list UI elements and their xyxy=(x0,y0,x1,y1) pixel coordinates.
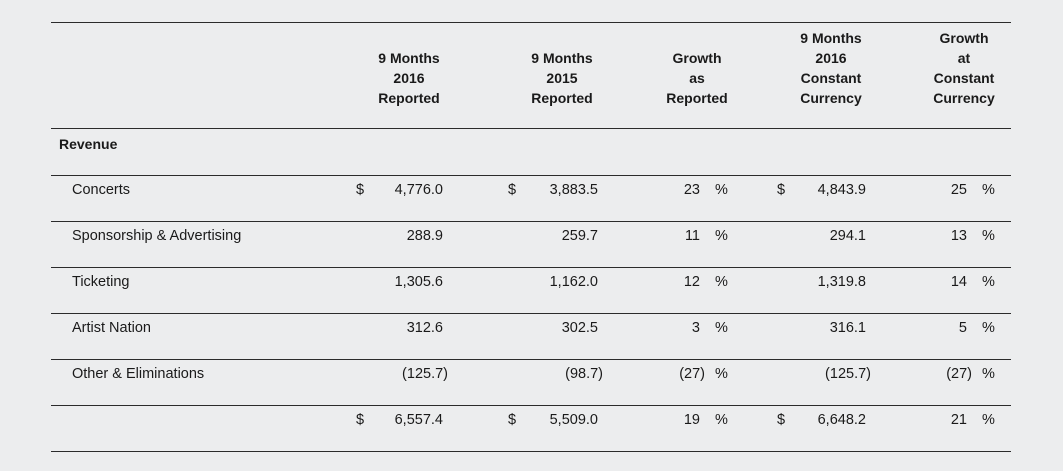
cell-reported-2015: 3,883.5 xyxy=(549,182,598,198)
percent-symbol: % xyxy=(715,366,728,382)
row-rule xyxy=(51,405,1011,406)
cell-growth-reported: 12 xyxy=(683,274,700,290)
cell-growth-constant-currency: 14 xyxy=(950,274,967,290)
cell-reported-2016: 288.9 xyxy=(406,228,443,244)
percent-symbol: % xyxy=(982,366,995,382)
cell-growth-reported: 11 xyxy=(684,228,700,244)
column-header-9m-2016-constant-currency: 9 Months 2016 Constant Currency xyxy=(800,30,862,106)
cell-growth-reported: 3 xyxy=(691,320,700,336)
cell-constant-currency-2016: (125.7) xyxy=(825,366,871,382)
section-label-revenue: Revenue xyxy=(59,136,118,152)
row-rule xyxy=(51,359,1011,360)
currency-symbol: $ xyxy=(356,182,365,198)
column-header-9m-2016-reported: 9 Months 2016 Reported xyxy=(378,50,440,106)
row-rule xyxy=(51,267,1011,268)
cell-constant-currency-2016: 4,843.9 xyxy=(817,182,866,198)
cell-reported-2016: (125.7) xyxy=(402,366,448,382)
cell-growth-reported: 23 xyxy=(683,182,700,198)
cell-reported-2016: 1,305.6 xyxy=(394,274,443,290)
bottom-rule xyxy=(51,451,1011,452)
percent-symbol: % xyxy=(715,412,728,428)
percent-symbol: % xyxy=(982,228,995,244)
currency-symbol: $ xyxy=(508,182,517,198)
cell-reported-2016: 312.6 xyxy=(406,320,443,336)
cell-reported-2016: 4,776.0 xyxy=(394,182,443,198)
currency-symbol: $ xyxy=(777,182,786,198)
row-rule xyxy=(51,175,1011,176)
percent-symbol: % xyxy=(715,320,728,336)
cell-reported-2015: 5,509.0 xyxy=(549,412,598,428)
cell-growth-constant-currency: 13 xyxy=(950,228,967,244)
row-rule xyxy=(51,313,1011,314)
percent-symbol: % xyxy=(982,412,995,428)
column-header-9m-2015-reported: 9 Months 2015 Reported xyxy=(531,50,593,106)
cell-reported-2015: 302.5 xyxy=(561,320,598,336)
currency-symbol: $ xyxy=(777,412,786,428)
row-label: Concerts xyxy=(72,182,131,198)
cell-constant-currency-2016: 316.1 xyxy=(829,320,866,336)
percent-symbol: % xyxy=(982,274,995,290)
cell-growth-constant-currency: 21 xyxy=(950,412,967,428)
percent-symbol: % xyxy=(715,228,728,244)
header-rule xyxy=(51,128,1011,129)
cell-growth-constant-currency: 25 xyxy=(950,182,967,198)
cell-constant-currency-2016: 1,319.8 xyxy=(817,274,866,290)
cell-reported-2015: (98.7) xyxy=(565,366,603,382)
column-header-growth-reported: Growth as Reported xyxy=(666,50,728,106)
cell-reported-2015: 1,162.0 xyxy=(549,274,598,290)
column-header-growth-constant-currency: Growth at Constant Currency xyxy=(933,30,995,106)
row-label: Other & Eliminations xyxy=(72,366,205,382)
cell-reported-2015: 259.7 xyxy=(561,228,598,244)
cell-growth-constant-currency: (27) xyxy=(946,366,972,382)
percent-symbol: % xyxy=(715,182,728,198)
percent-symbol: % xyxy=(982,182,995,198)
row-rule xyxy=(51,221,1011,222)
cell-constant-currency-2016: 6,648.2 xyxy=(817,412,866,428)
row-label: Artist Nation xyxy=(72,320,151,336)
cell-growth-reported: (27) xyxy=(679,366,705,382)
row-label: Ticketing xyxy=(72,274,130,290)
cell-growth-reported: 19 xyxy=(683,412,700,428)
cell-constant-currency-2016: 294.1 xyxy=(829,228,866,244)
currency-symbol: $ xyxy=(508,412,517,428)
currency-symbol: $ xyxy=(356,412,365,428)
percent-symbol: % xyxy=(715,274,728,290)
percent-symbol: % xyxy=(982,320,995,336)
cell-reported-2016: 6,557.4 xyxy=(394,412,443,428)
cell-growth-constant-currency: 5 xyxy=(958,320,967,336)
row-label: Sponsorship & Advertising xyxy=(72,228,242,244)
top-rule xyxy=(51,22,1011,23)
